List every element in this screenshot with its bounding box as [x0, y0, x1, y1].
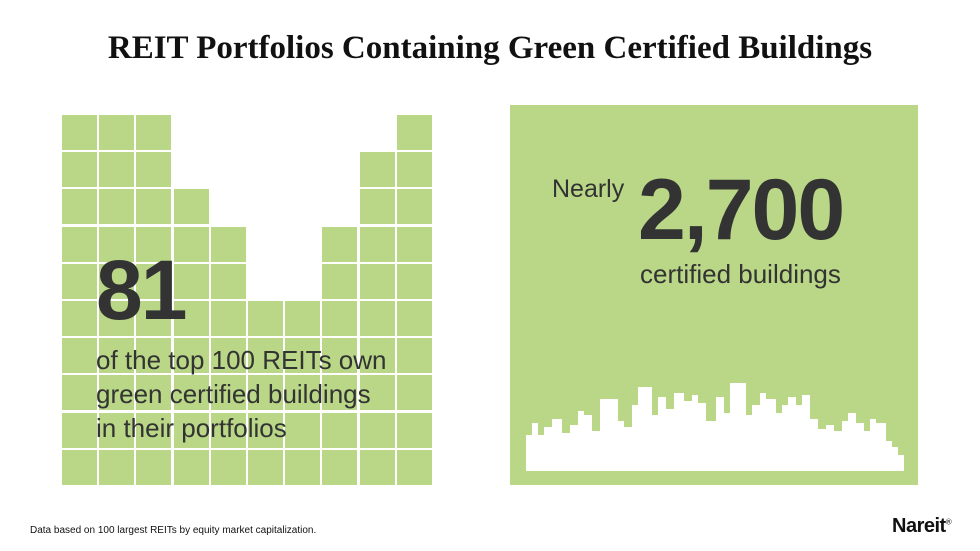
grid-cell	[396, 449, 432, 485]
reit-description-line-3: in their portfolios	[96, 413, 287, 443]
grid-cell	[396, 115, 432, 150]
grid-cell	[396, 152, 432, 188]
grid-cell	[248, 412, 283, 448]
buildings-panel: Nearly 2,700 certified buildings	[510, 105, 918, 485]
grid-cell	[173, 375, 209, 411]
grid-cell	[62, 412, 97, 448]
grid-cell	[62, 301, 97, 336]
grid-cell	[62, 263, 97, 299]
grid-cell	[359, 226, 395, 262]
grid-cell	[248, 375, 283, 411]
buildings-count: 2,700	[638, 162, 845, 258]
grid-cell	[285, 301, 321, 336]
reit-description-line-2: green certified buildings	[96, 379, 371, 409]
grid-cell	[210, 375, 246, 411]
grid-cell	[62, 226, 97, 262]
buildings-caption: certified buildings	[640, 259, 841, 289]
grid-cell	[99, 152, 135, 188]
grid-cell	[248, 449, 283, 485]
grid-cell	[359, 449, 395, 485]
grid-cell	[359, 301, 395, 336]
grid-cell	[359, 263, 395, 299]
grid-cell	[285, 449, 321, 485]
grid-cell	[359, 412, 395, 448]
logo-registered-mark: ®	[945, 517, 952, 527]
grid-cell	[136, 226, 172, 262]
grid-cell	[136, 412, 172, 448]
grid-cell	[322, 226, 358, 262]
grid-cell	[62, 338, 97, 374]
grid-cell	[248, 338, 283, 374]
grid-cell	[173, 338, 209, 374]
grid-cell	[285, 412, 321, 448]
grid-cell	[396, 226, 432, 262]
buildings-prefix: Nearly	[552, 175, 625, 203]
grid-cell	[99, 226, 135, 262]
grid-cell	[99, 115, 135, 150]
grid-cell	[173, 263, 209, 299]
grid-cell	[99, 301, 135, 336]
grid-cell	[62, 449, 97, 485]
grid-cell	[136, 263, 172, 299]
grid-cell	[136, 152, 172, 188]
grid-cell	[210, 301, 246, 336]
grid-cell	[62, 189, 97, 225]
grid-cell	[136, 115, 172, 150]
grid-cell	[99, 263, 135, 299]
grid-cell	[136, 338, 172, 374]
grid-cell	[173, 412, 209, 448]
grid-cell	[285, 338, 321, 374]
grid-cell	[99, 412, 135, 448]
grid-cell	[396, 338, 432, 374]
nareit-logo: Nareit®	[892, 515, 952, 538]
grid-cell	[173, 449, 209, 485]
grid-cell	[322, 338, 358, 374]
grid-cell	[322, 449, 358, 485]
grid-cell	[322, 375, 358, 411]
logo-text: Nareit	[892, 515, 946, 537]
grid-cell	[210, 338, 246, 374]
grid-cell	[396, 189, 432, 225]
page-title: REIT Portfolios Containing Green Certifi…	[107, 30, 873, 66]
grid-cell	[359, 375, 395, 411]
grid-cell	[396, 375, 432, 411]
footnote: Data based on 100 largest REITs by equit…	[30, 525, 317, 536]
grid-cell	[99, 449, 135, 485]
grid-cell	[248, 301, 283, 336]
grid-cell	[210, 449, 246, 485]
grid-cell	[173, 301, 209, 336]
grid-cell	[359, 152, 395, 188]
grid-cell	[62, 115, 97, 150]
grid-visual	[62, 115, 434, 487]
grid-cell	[322, 301, 358, 336]
grid-cell	[62, 152, 97, 188]
grid-cell	[99, 375, 135, 411]
grid-cell	[99, 338, 135, 374]
reit-count: 81	[96, 243, 187, 337]
grid-cell	[210, 226, 246, 262]
grid-cell	[322, 263, 358, 299]
grid-cell	[136, 189, 172, 225]
grid-cell	[136, 301, 172, 336]
grid-cell	[99, 189, 135, 225]
grid-cell	[210, 263, 246, 299]
grid-cell	[396, 412, 432, 448]
grid-cell	[396, 301, 432, 336]
grid-cell	[359, 338, 395, 374]
grid-cell	[322, 412, 358, 448]
grid-cell	[62, 375, 97, 411]
grid-cell	[136, 375, 172, 411]
grid-cell	[173, 189, 209, 225]
grid-cell	[173, 226, 209, 262]
grid-cell	[136, 449, 172, 485]
grid-cell	[285, 375, 321, 411]
grid-cell	[396, 263, 432, 299]
grid-cell	[359, 189, 395, 225]
grid-cell	[210, 412, 246, 448]
city-skyline-icon	[526, 383, 904, 471]
reit-description-line-1: of the top 100 REITs own	[96, 345, 387, 375]
